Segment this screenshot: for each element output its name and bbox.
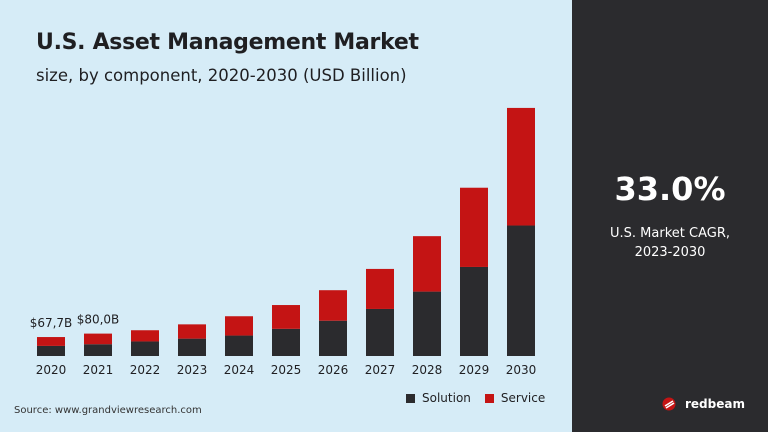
bar-solution-2025 xyxy=(272,328,300,356)
chart-subtitle: size, by component, 2020-2030 (USD Billi… xyxy=(36,66,407,85)
bar-solution-2027 xyxy=(366,308,394,356)
cagr-label-line1: U.S. Market CAGR, xyxy=(610,226,730,241)
x-tick-label-2020: 2020 xyxy=(36,363,67,377)
legend-swatch-solution xyxy=(406,393,415,403)
bar-solution-2026 xyxy=(319,320,347,356)
bar-solution-2023 xyxy=(178,338,206,356)
legend-swatch-service xyxy=(484,393,494,403)
redbeam-logo-icon xyxy=(662,397,676,411)
bar-service-2022 xyxy=(131,330,159,342)
bar-service-2021 xyxy=(84,333,112,345)
data-label-2021: $80,0B xyxy=(77,313,120,327)
legend-item-service: Service xyxy=(484,391,546,405)
chart-legend: Solution Service xyxy=(406,391,559,405)
bar-service-2029 xyxy=(460,187,488,267)
cagr-label-line2: 2023-2030 xyxy=(634,245,706,260)
data-label-2020: $67,7B xyxy=(30,316,73,330)
bar-solution-2024 xyxy=(225,335,253,356)
bar-service-2028 xyxy=(413,236,441,292)
bar-solution-2022 xyxy=(131,341,159,356)
bar-service-2025 xyxy=(272,305,300,329)
x-tick-label-2021: 2021 xyxy=(83,363,114,377)
bar-service-2020 xyxy=(37,337,65,346)
stacked-bar-chart: 2020 $67,7B 2021 $80,0B 2022 2023 2024 2025 2026… xyxy=(30,107,537,377)
x-tick-label-2024: 2024 xyxy=(224,363,255,377)
x-tick-label-2029: 2029 xyxy=(459,363,490,377)
x-tick-label-2023: 2023 xyxy=(177,363,208,377)
bar-solution-2020 xyxy=(37,345,65,356)
x-tick-label-2028: 2028 xyxy=(412,363,443,377)
x-tick-label-2025: 2025 xyxy=(271,363,302,377)
legend-label-service: Service xyxy=(500,391,546,405)
brand-logo[interactable]: redbeam xyxy=(662,397,745,411)
bar-service-2023 xyxy=(178,324,206,339)
bar-solution-2029 xyxy=(460,266,488,356)
source-note: Source: www.grandviewresearch.com xyxy=(14,405,202,416)
bar-solution-2028 xyxy=(413,291,441,356)
cagr-panel xyxy=(572,0,768,432)
legend-item-solution: Solution xyxy=(406,391,471,405)
bar-solution-2021 xyxy=(84,344,112,356)
legend-label-solution: Solution xyxy=(422,391,471,405)
x-tick-label-2026: 2026 xyxy=(318,363,349,377)
chart-title: U.S. Asset Management Market xyxy=(36,30,419,55)
x-tick-label-2027: 2027 xyxy=(365,363,396,377)
bar-service-2030 xyxy=(507,107,535,226)
bar-solution-2030 xyxy=(507,225,535,356)
bar-service-2027 xyxy=(366,268,394,309)
bar-service-2024 xyxy=(225,316,253,336)
cagr-value: 33.0% xyxy=(614,170,726,208)
cagr-label: U.S. Market CAGR, 2023-2030 xyxy=(572,224,768,262)
x-tick-label-2022: 2022 xyxy=(130,363,161,377)
brand-name: redbeam xyxy=(685,397,745,411)
bar-service-2026 xyxy=(319,290,347,321)
x-tick-label-2030: 2030 xyxy=(506,363,537,377)
